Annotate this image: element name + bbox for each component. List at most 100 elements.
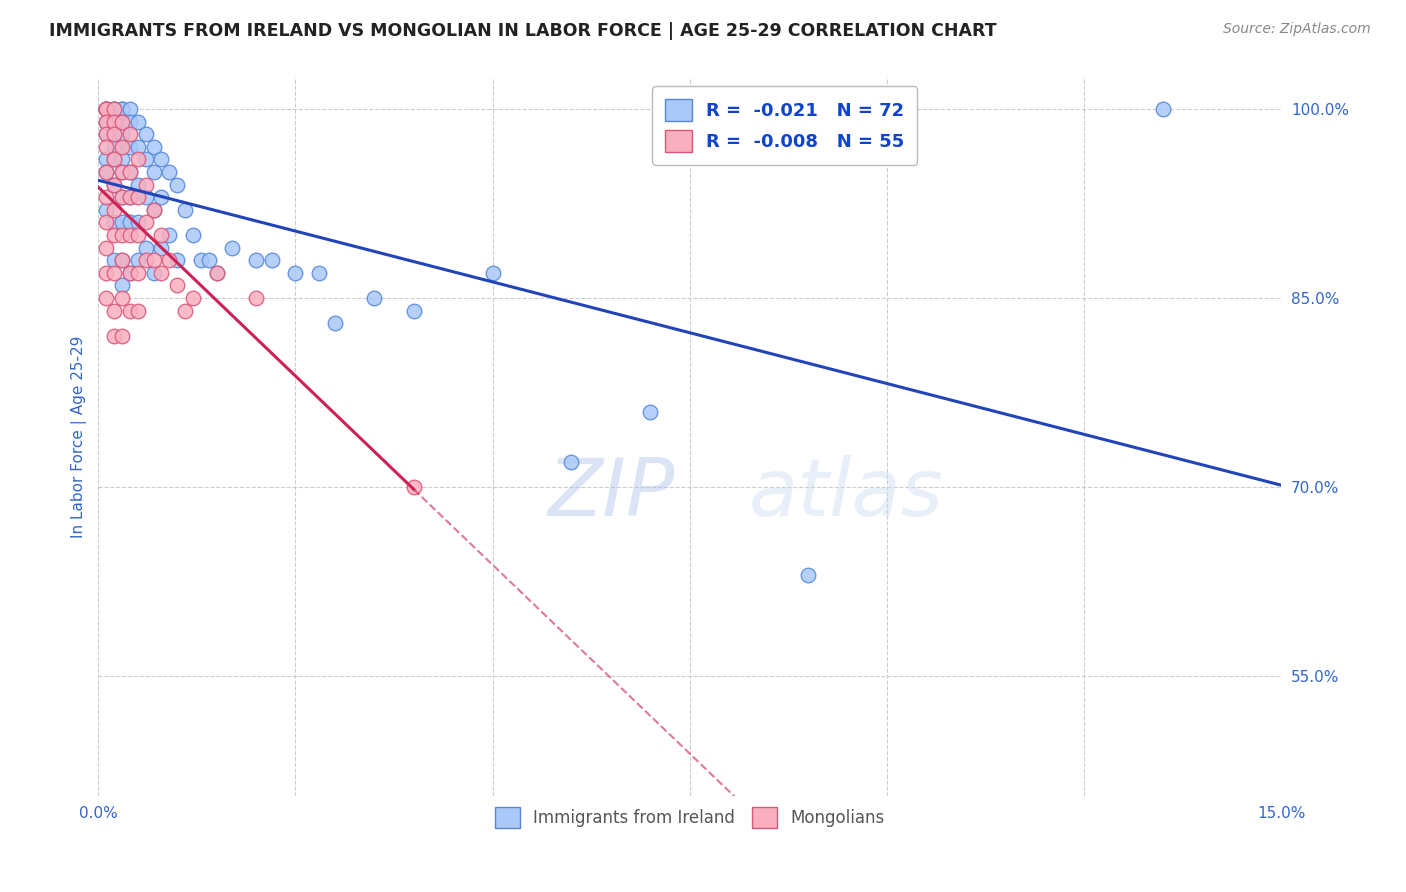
Point	[284, 266, 307, 280]
Point	[135, 215, 157, 229]
Point	[135, 153, 157, 167]
Point	[103, 153, 125, 167]
Point	[96, 102, 118, 116]
Point	[96, 190, 118, 204]
Point	[127, 266, 149, 280]
Point	[103, 127, 125, 141]
Point	[103, 140, 125, 154]
Point	[96, 153, 118, 167]
Point	[127, 215, 149, 229]
Point	[127, 153, 149, 167]
Point	[135, 178, 157, 192]
Point	[111, 165, 134, 179]
Point	[205, 266, 228, 280]
Point	[118, 215, 141, 229]
Point	[96, 102, 118, 116]
Point	[96, 127, 118, 141]
Point	[118, 114, 141, 128]
Point	[103, 215, 125, 229]
Point	[166, 178, 188, 192]
Point	[103, 102, 125, 116]
Point	[111, 102, 134, 116]
Point	[96, 241, 118, 255]
Point	[103, 202, 125, 217]
Point	[197, 253, 219, 268]
Text: atlas: atlas	[749, 455, 943, 533]
Point	[103, 114, 125, 128]
Point	[150, 241, 173, 255]
Point	[103, 329, 125, 343]
Point	[111, 329, 134, 343]
Point	[363, 291, 385, 305]
Point	[118, 190, 141, 204]
Text: ZIP: ZIP	[548, 455, 675, 533]
Point	[150, 190, 173, 204]
Point	[245, 291, 267, 305]
Point	[118, 190, 141, 204]
Point	[181, 227, 204, 242]
Point	[166, 253, 188, 268]
Point	[150, 227, 173, 242]
Point	[103, 102, 125, 116]
Point	[260, 253, 283, 268]
Point	[96, 266, 118, 280]
Point	[96, 102, 118, 116]
Legend: Immigrants from Ireland, Mongolians: Immigrants from Ireland, Mongolians	[488, 801, 891, 835]
Text: IMMIGRANTS FROM IRELAND VS MONGOLIAN IN LABOR FORCE | AGE 25-29 CORRELATION CHAR: IMMIGRANTS FROM IRELAND VS MONGOLIAN IN …	[49, 22, 997, 40]
Point	[157, 253, 180, 268]
Point	[118, 266, 141, 280]
Point	[174, 202, 197, 217]
Point	[127, 190, 149, 204]
Point	[205, 266, 228, 280]
Point	[111, 127, 134, 141]
Y-axis label: In Labor Force | Age 25-29: In Labor Force | Age 25-29	[72, 335, 87, 538]
Point	[135, 241, 157, 255]
Point	[96, 102, 118, 116]
Point	[142, 140, 165, 154]
Point	[142, 202, 165, 217]
Point	[118, 303, 141, 318]
Point	[111, 190, 134, 204]
Point	[127, 227, 149, 242]
Point	[142, 253, 165, 268]
Point	[245, 253, 267, 268]
Point	[96, 114, 118, 128]
Point	[118, 102, 141, 116]
Point	[118, 165, 141, 179]
Point	[103, 178, 125, 192]
Text: Source: ZipAtlas.com: Source: ZipAtlas.com	[1223, 22, 1371, 37]
Point	[127, 253, 149, 268]
Point	[111, 253, 134, 268]
Point	[142, 202, 165, 217]
Point	[402, 480, 425, 494]
Point	[797, 568, 820, 582]
Point	[127, 178, 149, 192]
Point	[118, 165, 141, 179]
Point	[135, 253, 157, 268]
Point	[96, 202, 118, 217]
Point	[111, 253, 134, 268]
Point	[323, 316, 346, 330]
Point	[118, 127, 141, 141]
Point	[96, 102, 118, 116]
Point	[150, 266, 173, 280]
Point	[181, 291, 204, 305]
Point	[96, 291, 118, 305]
Point	[135, 127, 157, 141]
Point	[221, 241, 243, 255]
Point	[127, 140, 149, 154]
Point	[111, 278, 134, 293]
Point	[111, 153, 134, 167]
Point	[96, 165, 118, 179]
Point	[111, 114, 134, 128]
Point	[402, 303, 425, 318]
Point	[96, 215, 118, 229]
Point	[111, 190, 134, 204]
Point	[96, 127, 118, 141]
Point	[111, 140, 134, 154]
Point	[560, 455, 582, 469]
Point	[308, 266, 330, 280]
Point	[118, 140, 141, 154]
Point	[96, 140, 118, 154]
Point	[103, 178, 125, 192]
